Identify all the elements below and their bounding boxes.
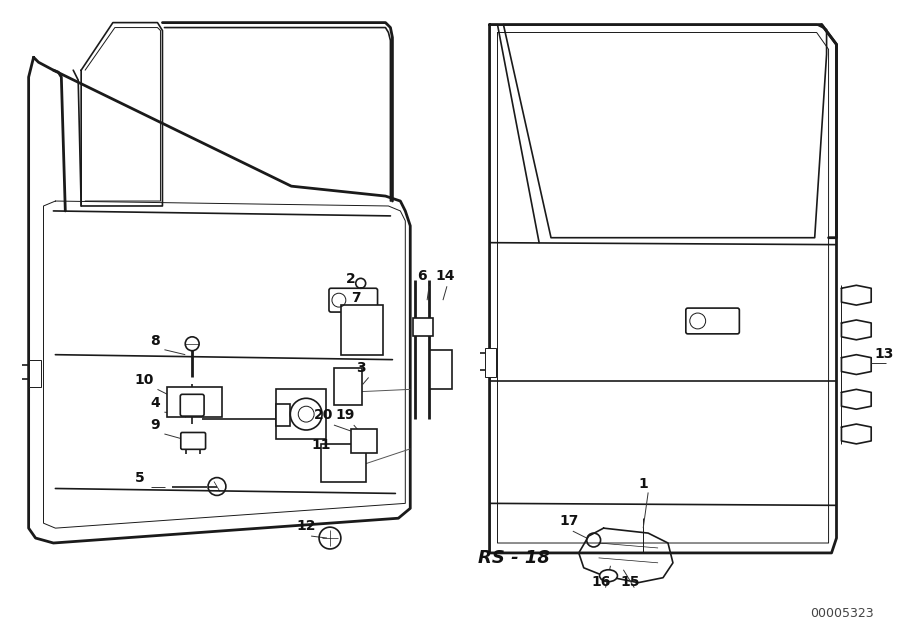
- FancyBboxPatch shape: [321, 444, 365, 481]
- Text: RS - 18: RS - 18: [478, 549, 550, 567]
- FancyBboxPatch shape: [430, 350, 452, 389]
- Text: 5: 5: [135, 471, 144, 485]
- FancyBboxPatch shape: [180, 394, 204, 416]
- Bar: [351, 429, 376, 453]
- FancyBboxPatch shape: [329, 288, 377, 312]
- Text: 11: 11: [311, 438, 330, 452]
- FancyBboxPatch shape: [276, 404, 291, 426]
- FancyBboxPatch shape: [686, 308, 740, 334]
- Text: 8: 8: [150, 334, 160, 348]
- FancyBboxPatch shape: [167, 387, 222, 417]
- Text: 9: 9: [150, 418, 160, 432]
- Text: 4: 4: [150, 396, 160, 410]
- Text: 3: 3: [356, 361, 365, 375]
- Ellipse shape: [599, 570, 617, 582]
- Text: 19: 19: [336, 408, 356, 422]
- Text: 1: 1: [638, 478, 648, 491]
- Text: 00005323: 00005323: [811, 608, 874, 620]
- FancyBboxPatch shape: [341, 305, 382, 355]
- Text: 13: 13: [874, 347, 894, 361]
- Bar: [334, 368, 362, 405]
- Bar: [29, 359, 40, 387]
- Text: 7: 7: [351, 291, 360, 305]
- FancyBboxPatch shape: [276, 389, 326, 439]
- Text: 20: 20: [314, 408, 334, 422]
- Text: 12: 12: [296, 519, 316, 533]
- Text: 17: 17: [559, 514, 579, 528]
- Bar: [484, 348, 497, 377]
- Text: 15: 15: [620, 575, 640, 589]
- Text: 2: 2: [346, 272, 356, 286]
- Bar: [413, 318, 433, 336]
- Text: 14: 14: [435, 269, 454, 283]
- Text: 6: 6: [418, 269, 427, 283]
- FancyBboxPatch shape: [181, 432, 205, 450]
- Text: 16: 16: [591, 575, 611, 589]
- Text: 10: 10: [135, 373, 154, 387]
